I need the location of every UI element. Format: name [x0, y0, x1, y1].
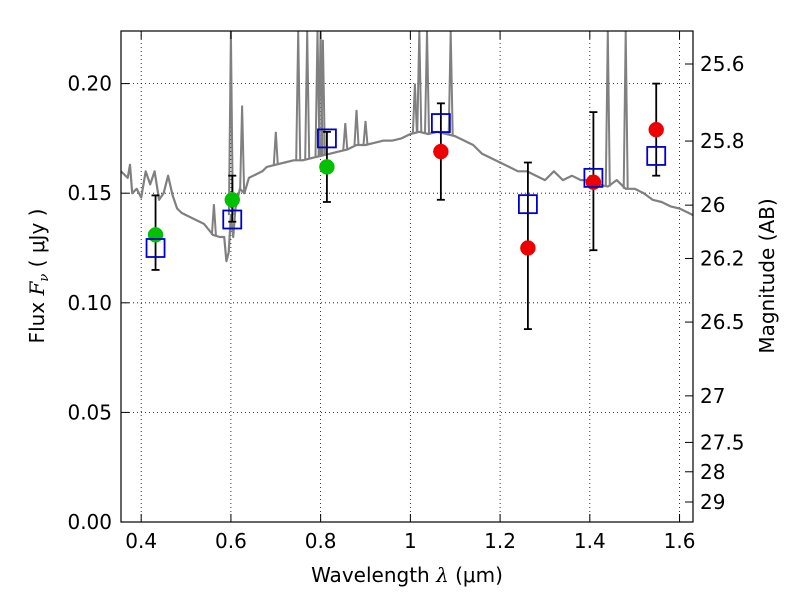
mag-tick-label: 26.5	[700, 310, 745, 334]
right-axis-title: Magnitude (AB)	[755, 198, 779, 353]
model-spectrum-line	[121, 130, 693, 263]
emission-line-spike	[295, 31, 302, 161]
model-photometry-square	[222, 209, 243, 230]
mag-tick-label: 27.5	[700, 430, 745, 454]
plot-frame	[120, 30, 694, 523]
emission-line-spike	[622, 31, 629, 189]
y-axis-title: Flux Fν ( μJy )	[25, 209, 52, 344]
model-photometry-square	[646, 146, 667, 166]
model-photometry-square	[518, 194, 538, 215]
x-axis-title: Wavelength λ (μm)	[311, 563, 503, 587]
x-tick-label: 0.6	[215, 529, 247, 553]
emission-line-spike	[447, 31, 454, 136]
emission-line-spike	[272, 131, 279, 165]
emission-line-spike	[353, 109, 360, 146]
mag-tick-label: 25.6	[700, 52, 745, 76]
y-tick-label: 0.20	[67, 72, 112, 96]
model-photometry-square	[583, 167, 604, 188]
x-tick-label: 1.6	[664, 529, 696, 553]
model-photometry-square	[430, 113, 451, 133]
emission-line-spike	[319, 39, 326, 156]
y-tick-label: 0.15	[67, 181, 112, 205]
mag-tick-label: 28	[700, 460, 725, 484]
emission-line-spike	[342, 123, 349, 150]
model-photometry-square	[145, 238, 166, 258]
emission-line-spike	[411, 83, 418, 133]
mag-tick-label: 25.8	[700, 129, 745, 153]
emission-line-spike	[604, 31, 611, 187]
observed-point	[319, 159, 335, 175]
observed-point	[147, 227, 164, 243]
emission-line-spike	[362, 120, 369, 146]
observed-point	[520, 240, 536, 256]
mag-tick-label: 26.2	[700, 246, 745, 270]
x-tick-label: 1.2	[484, 529, 516, 553]
emission-line-spike	[416, 31, 423, 132]
emission-line-spike	[304, 31, 311, 160]
y-tick-label: 0.10	[67, 291, 112, 315]
y-tick-label: 0.05	[67, 400, 112, 424]
x-tick-label: 0.8	[305, 529, 337, 553]
axis-ticks: 0.4 0.6 0.8 1 1.2 1.4 1.6 0.00 0.05 0.10 0.15 0.20 2…	[67, 31, 745, 553]
x-tick-label: 0.4	[125, 529, 157, 553]
emission-line-spike	[239, 105, 246, 192]
observed-point	[433, 143, 449, 160]
emission-line-spike	[227, 31, 234, 216]
emission-line-spike	[210, 204, 217, 236]
mag-tick-label: 29	[700, 490, 725, 514]
x-tick-label: 1	[404, 529, 417, 553]
model-photometry-square	[317, 128, 337, 149]
x-tick-label: 1.4	[574, 529, 606, 553]
mag-tick-label: 26	[700, 193, 725, 217]
plot-area	[121, 31, 693, 331]
mag-tick-label: 27	[700, 384, 725, 408]
observed-point	[224, 192, 241, 208]
emission-line-spike	[424, 31, 430, 134]
y-tick-label: 0.00	[67, 510, 112, 534]
observed-point	[648, 121, 664, 138]
